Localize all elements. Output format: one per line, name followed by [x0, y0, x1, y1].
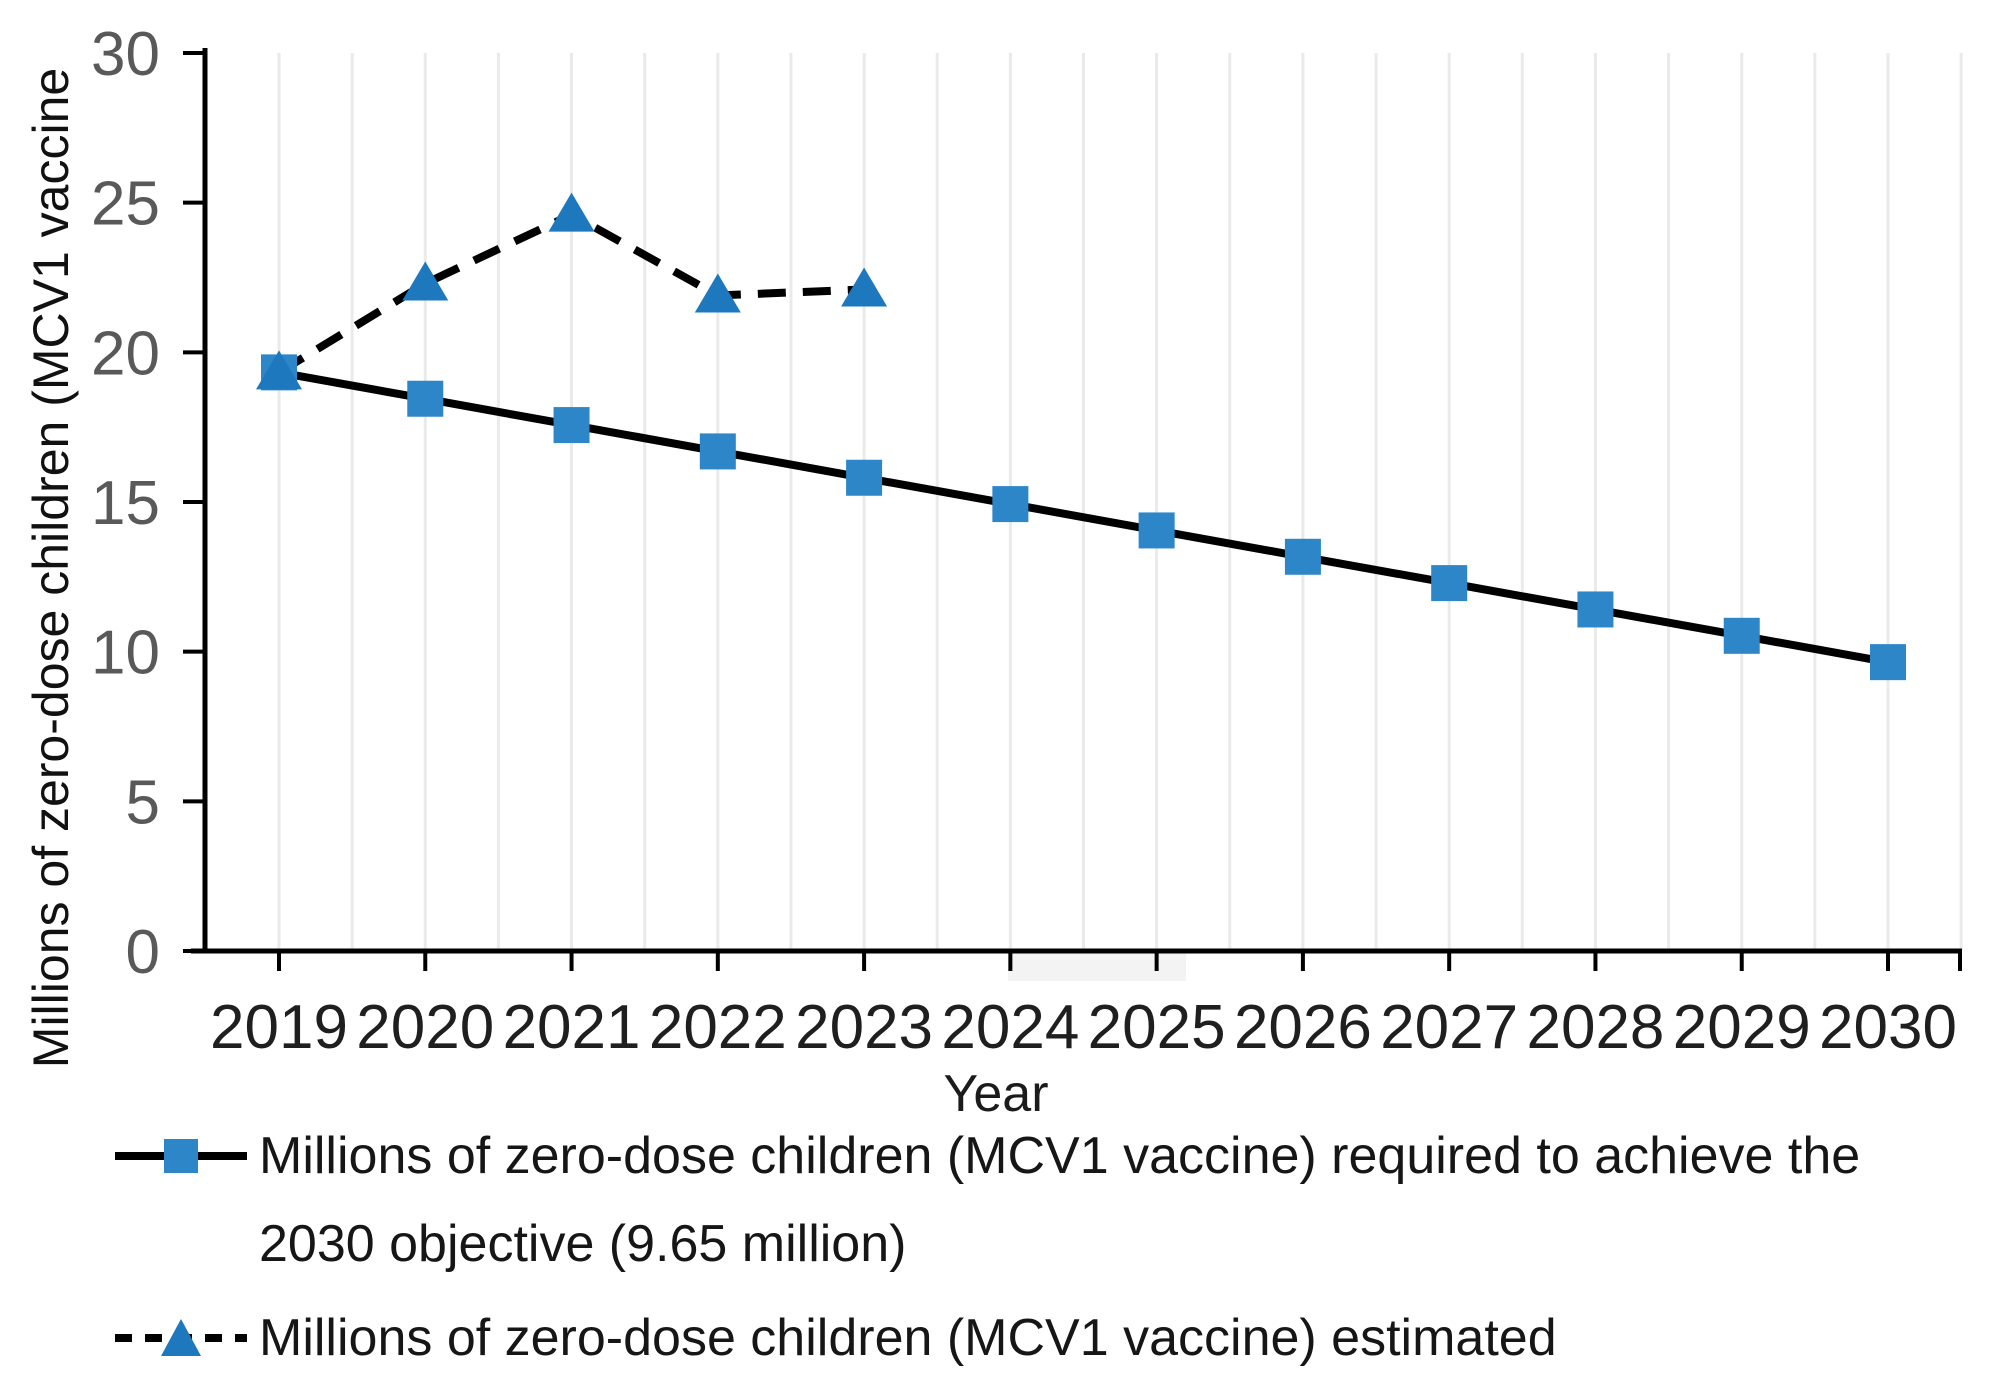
y-tick-label: 15 [91, 469, 160, 538]
x-tick-label: 2024 [941, 993, 1079, 1062]
x-tick-label: 2029 [1673, 993, 1811, 1062]
legend-entry-estimated: Millions of zero-dose children (MCV1 vac… [115, 1294, 1860, 1376]
x-tick-label: 2028 [1526, 993, 1664, 1062]
square-marker-icon [164, 1139, 198, 1173]
x-tick-label: 2023 [795, 993, 933, 1062]
y-axis-title: Millions of zero-dose children (MCV1 vac… [23, 67, 79, 1069]
x-tick-label: 2027 [1380, 993, 1518, 1062]
marker-square-2030 [1870, 644, 1906, 681]
y-tick-label: 30 [91, 20, 160, 89]
axis-shadow-artifact [1008, 953, 1186, 981]
marker-square-2027 [1431, 565, 1468, 602]
x-tick-label: 2030 [1819, 993, 1957, 1062]
x-tick-label: 2026 [1234, 993, 1372, 1062]
marker-square-2029 [1723, 617, 1760, 654]
legend-sample-dashed-triangle [115, 1294, 247, 1376]
marker-square-2023 [846, 459, 883, 496]
x-tick-label: 2020 [356, 993, 494, 1062]
x-tick-label: 2019 [210, 993, 348, 1062]
marker-triangle-2023 [841, 267, 888, 307]
y-tick-label: 5 [126, 768, 160, 837]
marker-triangle-2021 [548, 192, 595, 232]
x-tick-label: 2025 [1088, 993, 1226, 1062]
y-tick-label: 25 [91, 170, 160, 239]
marker-square-2021 [553, 407, 590, 444]
marker-square-2024 [992, 486, 1029, 523]
x-tick-label: 2022 [649, 993, 787, 1062]
y-tick-label: 0 [126, 918, 160, 987]
y-tick-label: 10 [91, 619, 160, 688]
x-tick-label: 2021 [503, 993, 641, 1062]
marker-triangle-2020 [402, 261, 449, 301]
marker-triangle-2019 [256, 350, 302, 390]
legend-label-required-line1: Millions of zero-dose children (MCV1 vac… [259, 1127, 1861, 1185]
legend-label-required-line2: 2030 objective (9.65 million) [259, 1215, 907, 1273]
marker-triangle-2022 [694, 273, 741, 313]
marker-square-2022 [699, 433, 736, 470]
legend-label-estimated: Millions of zero-dose children (MCV1 vac… [259, 1309, 1557, 1367]
legend-entry-required: Millions of zero-dose children (MCV1 vac… [115, 1112, 1860, 1288]
legend-sample-solid-square [115, 1112, 247, 1200]
marker-square-2028 [1577, 591, 1614, 628]
marker-square-2020 [407, 380, 444, 417]
y-tick-label: 20 [91, 319, 160, 388]
marker-square-2026 [1284, 538, 1321, 575]
series-line-solid [278, 368, 1889, 667]
x-axis-title: Year [943, 1065, 1049, 1123]
marker-square-2025 [1138, 512, 1175, 549]
legend: Millions of zero-dose children (MCV1 vac… [115, 1112, 1860, 1376]
legend-label-required: Millions of zero-dose children (MCV1 vac… [259, 1112, 1860, 1288]
